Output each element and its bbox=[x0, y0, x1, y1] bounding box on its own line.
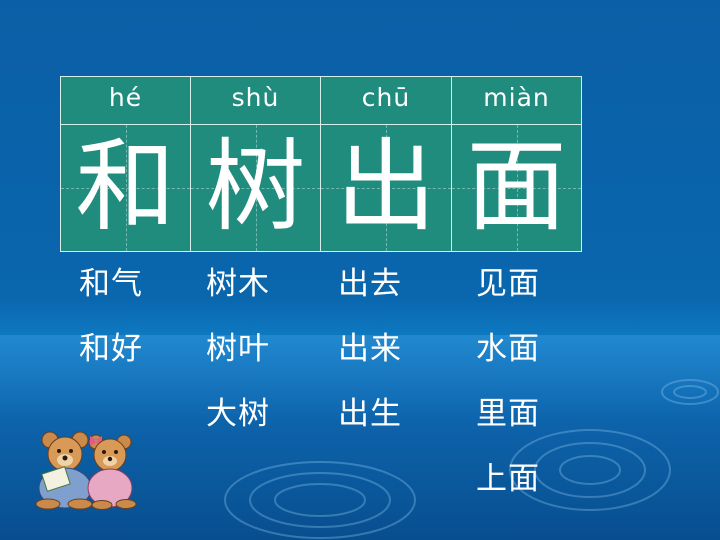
word-item: 出来 bbox=[338, 331, 402, 367]
tian-grid-guide bbox=[255, 125, 257, 251]
hanzi-character: 出 bbox=[336, 128, 436, 245]
hanzi-cell: 和 bbox=[61, 125, 191, 251]
hanzi-cell: 树 bbox=[191, 125, 321, 251]
pinyin-cell: shù bbox=[191, 77, 321, 125]
character-grid: hé shù chū miàn 和 树 出 面 bbox=[60, 76, 582, 252]
tian-grid-guide bbox=[452, 188, 581, 189]
tian-grid-guide bbox=[386, 125, 387, 251]
pinyin-cell: hé bbox=[61, 77, 191, 125]
tian-grid-guide bbox=[125, 125, 127, 251]
pinyin-cell: miàn bbox=[452, 77, 581, 125]
word-item: 大树 bbox=[206, 396, 270, 432]
tian-grid-guide bbox=[516, 125, 518, 251]
hanzi-character: 面 bbox=[466, 128, 567, 245]
tian-grid-guide bbox=[321, 188, 451, 189]
word-item: 见面 bbox=[476, 266, 540, 302]
hanzi-character: 树 bbox=[205, 128, 306, 245]
word-item: 水面 bbox=[476, 331, 540, 367]
hanzi-character: 和 bbox=[75, 128, 176, 245]
word-item: 和气 bbox=[79, 266, 143, 302]
word-item: 树木 bbox=[206, 266, 270, 302]
word-item: 树叶 bbox=[206, 331, 270, 367]
pinyin-text: hé bbox=[108, 83, 143, 112]
pinyin-text: miàn bbox=[483, 83, 550, 112]
word-item: 出去 bbox=[338, 266, 402, 302]
tian-grid-guide bbox=[61, 188, 190, 189]
word-item: 里面 bbox=[476, 396, 540, 432]
word-item: 出生 bbox=[338, 396, 402, 432]
hanzi-cell: 出 bbox=[321, 125, 452, 251]
pinyin-cell: chū bbox=[321, 77, 452, 125]
word-item: 上面 bbox=[476, 461, 540, 497]
tian-grid-guide bbox=[191, 188, 320, 189]
pinyin-text: shù bbox=[231, 83, 280, 112]
word-item: 和好 bbox=[79, 331, 143, 367]
teddy-bears-icon bbox=[35, 431, 137, 510]
hanzi-cell: 面 bbox=[452, 125, 581, 251]
pinyin-text: chū bbox=[361, 83, 411, 112]
